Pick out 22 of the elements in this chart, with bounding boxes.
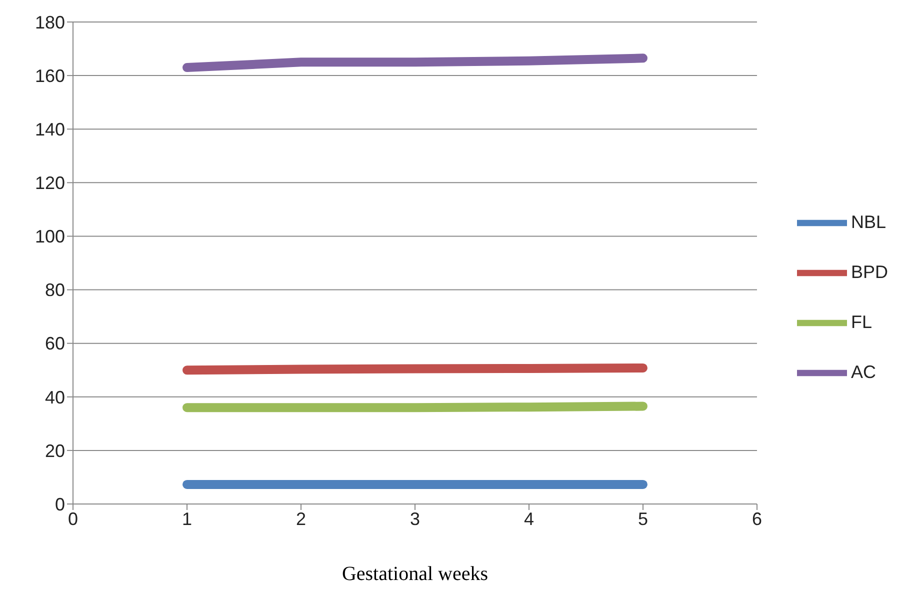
y-tick-label: 160 (34, 66, 65, 86)
legend-label: AC (850, 362, 876, 382)
x-tick-label: 1 (182, 508, 192, 529)
legend-label: FL (850, 312, 872, 332)
y-tick-label: 60 (44, 334, 65, 354)
x-tick-label: 5 (638, 508, 648, 529)
y-tick-label: 80 (44, 280, 65, 300)
y-tick-label: 120 (34, 173, 65, 194)
x-axis-title: Gestational weeks (342, 563, 488, 586)
x-tick-label: 0 (68, 508, 78, 529)
x-tick-label: 4 (524, 508, 534, 529)
y-tick-label: 100 (34, 226, 65, 247)
legend-label: BPD (850, 262, 888, 282)
x-tick-label: 6 (752, 508, 762, 529)
x-tick-label: 3 (410, 508, 420, 529)
y-tick-label: 0 (54, 494, 65, 514)
y-tick-label: 20 (44, 440, 65, 461)
y-tick-label: 140 (34, 120, 65, 140)
y-tick-label: 180 (34, 12, 65, 32)
x-tick-label: 2 (296, 508, 306, 529)
legend-label: NBL (850, 212, 886, 232)
y-tick-label: 40 (44, 387, 65, 408)
